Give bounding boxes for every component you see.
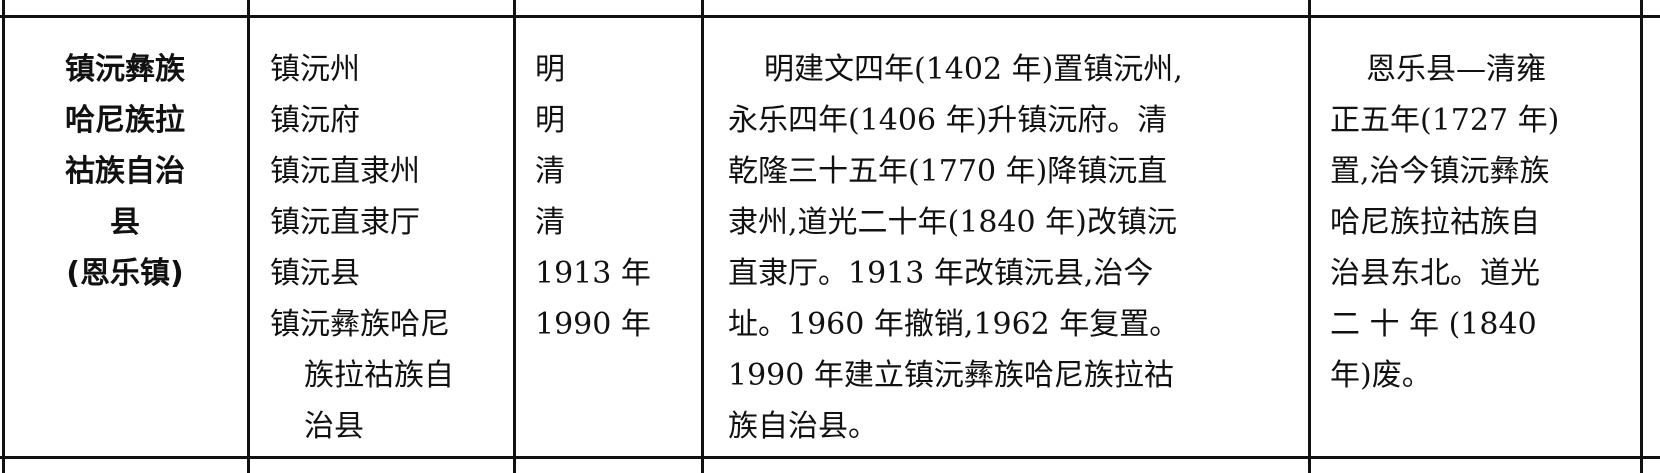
text-line: 置,治今镇沅彝族 [1330, 154, 1550, 189]
text-line: 清 [535, 154, 565, 189]
text-line: 镇沅府 [270, 103, 360, 138]
cell: 恩乐县—清雍正五年(1727 年) 置,治今镇沅彝族 哈尼族拉祜族自 治县东北。道光二… [1330, 44, 1630, 401]
text-line: 年)废。 [1330, 358, 1432, 393]
text-line: 1990 年 [535, 307, 651, 342]
row-border [0, 15, 1660, 18]
column-border [701, 0, 704, 473]
text-line: 祜族自治 [65, 154, 185, 189]
text-line: 镇沅彝族哈尼 [270, 307, 450, 342]
text-line: 二 十 年 (1840 [1330, 307, 1537, 342]
text-line: 治县 [304, 409, 364, 444]
cell: 明建文四年(1402 年)置镇沅州, 永乐四年(1406 年)升镇沅府。清 乾隆三十… [728, 44, 1298, 452]
text-line: 县 [110, 205, 140, 240]
column-border [2, 0, 5, 473]
text-line: 治县东北。道光 [1330, 256, 1540, 291]
text-line: 镇沅彝族 [65, 52, 185, 87]
text-line: 明 [535, 103, 565, 138]
text-line: 镇沅直隶厅 [270, 205, 420, 240]
cell: 明明清清 1913 年 1990 年 [535, 44, 651, 350]
text-line: 族自治县。 [728, 409, 878, 444]
text-line: 镇沅直隶州 [270, 154, 420, 189]
text-line: 乾隆三十五年(1770 年)降镇沅直 [728, 154, 1168, 189]
column-border [247, 0, 250, 473]
text-line: 隶州,道光二十年(1840 年)改镇沅 [728, 205, 1177, 240]
text-line: (恩乐镇) [66, 256, 184, 291]
text-line: 恩乐县—清雍 [1366, 52, 1546, 87]
text-line: 清 [535, 205, 565, 240]
text-line: 明 [535, 52, 565, 87]
cell: 镇沅彝族哈尼族拉祜族自治县 (恩乐镇) [2, 44, 248, 299]
text-line: 镇沅县 [270, 256, 360, 291]
text-line: 1913 年 [535, 256, 651, 291]
text-line: 永乐四年(1406 年)升镇沅府。清 [728, 103, 1168, 138]
column-border [513, 0, 516, 473]
column-border [1640, 0, 1643, 473]
text-line: 直隶厅。1913 年改镇沅县,治今 [728, 256, 1154, 291]
text-line: 正五年(1727 年) [1330, 103, 1560, 138]
column-border [1308, 0, 1311, 473]
text-line: 镇沅州 [270, 52, 360, 87]
text-line: 族拉祜族自 [304, 358, 454, 393]
text-line: 址。1960 年撤销,1962 年复置。 [728, 307, 1180, 342]
row-border [0, 456, 1660, 459]
text-line: 哈尼族拉祜族自 [1330, 205, 1540, 240]
text-line: 1990 年建立镇沅彝族哈尼族拉祜 [728, 358, 1174, 393]
text-line: 明建文四年(1402 年)置镇沅州, [764, 52, 1183, 87]
text-line: 哈尼族拉 [65, 103, 185, 138]
cell: 镇沅州镇沅府镇沅直隶州镇沅直隶厅镇沅县镇沅彝族哈尼族拉祜族自治县 [270, 44, 454, 452]
